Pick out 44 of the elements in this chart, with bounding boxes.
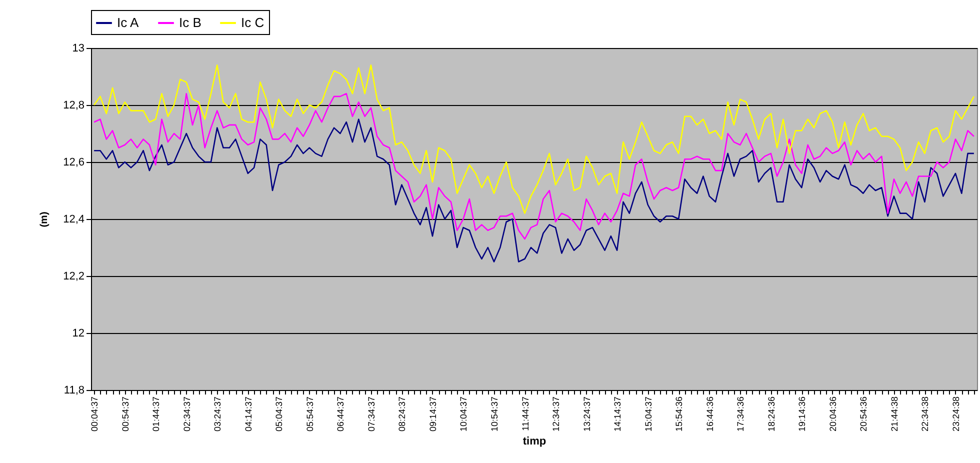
x-tick-label: 11:44:37: [520, 396, 530, 431]
x-tick-label: 05:54:37: [304, 396, 315, 432]
x-tick-label: 21:44:38: [889, 396, 900, 432]
x-tick-label: 15:04:37: [643, 396, 654, 432]
y-tick-label: 12,6: [63, 156, 84, 168]
x-tick-label: 04:14:37: [243, 396, 254, 432]
y-tick-label: 12,8: [63, 100, 84, 112]
legend-label: Ic A: [117, 15, 140, 30]
x-tick-label: 10:54:37: [490, 396, 500, 432]
x-tick-label: 03:24:37: [212, 396, 223, 432]
x-tick-label: 02:34:37: [182, 396, 192, 432]
y-tick-label: 13: [72, 42, 84, 54]
x-tick-label: 13:24:37: [582, 396, 592, 432]
x-tick-label: 18:24:36: [766, 396, 776, 432]
x-tick-label: 20:04:36: [828, 396, 838, 432]
x-tick-label: 15:54:36: [674, 396, 684, 432]
x-tick-label: 20:54:36: [858, 396, 869, 432]
x-tick-label: 10:04:37: [458, 396, 469, 432]
x-tick-label: 00:54:37: [120, 396, 130, 432]
y-tick-label: 11,8: [64, 384, 84, 396]
line-series: [93, 64, 975, 214]
x-tick-label: 23:24:38: [950, 396, 961, 432]
x-tick-label: 22:34:38: [920, 396, 930, 432]
legend-label: Ic B: [179, 15, 202, 30]
x-tick-label: 16:44:36: [704, 396, 715, 432]
y-tick-label: 12,4: [63, 214, 84, 226]
x-tick-label: 05:04:37: [274, 396, 284, 432]
x-tick-label: 09:14:37: [428, 396, 438, 432]
line-series: [93, 92, 975, 240]
x-tick-label: 00:04:37: [90, 396, 100, 432]
y-tick-label: 12: [72, 328, 84, 340]
x-tick-label: 06:44:37: [336, 396, 346, 432]
y-tick-label: 12,2: [63, 270, 84, 282]
line-series: [93, 118, 975, 262]
x-axis-title: timp: [522, 436, 546, 448]
legend-label: Ic C: [241, 15, 264, 30]
x-tick-label: 17:34:36: [736, 396, 746, 432]
x-tick-label: 08:24:37: [397, 396, 408, 432]
x-tick-label: 07:34:37: [366, 396, 376, 432]
x-tick-label: 12:34:37: [551, 396, 562, 432]
x-tick-label: 01:44:37: [151, 396, 162, 432]
x-tick-label: 19:14:36: [797, 396, 808, 432]
x-tick-label: 14:14:37: [612, 396, 623, 432]
y-axis-title: (m): [39, 212, 50, 228]
